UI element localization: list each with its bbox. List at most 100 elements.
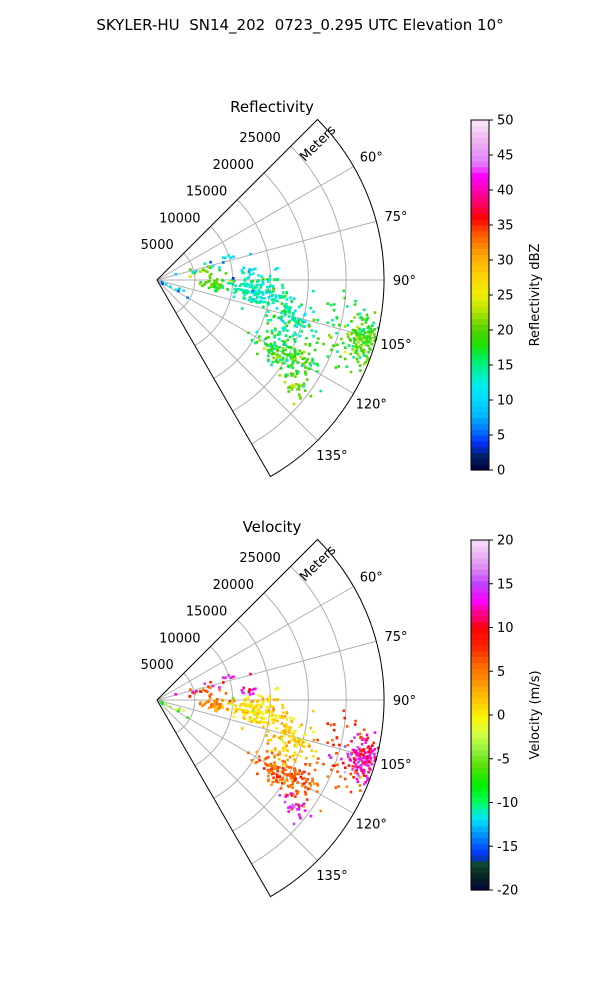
reflectivity-data-point	[276, 266, 279, 270]
reflectivity-data-point	[369, 340, 373, 344]
velocity-data-point	[329, 756, 332, 759]
velocity-data-point	[281, 776, 285, 780]
reflectivity-data-point	[329, 336, 332, 339]
reflectivity-data-point	[258, 291, 261, 294]
reflectivity-data-point	[294, 309, 297, 313]
reflectivity-colorbar-segment	[471, 464, 489, 471]
reflectivity-data-point	[221, 284, 224, 288]
velocity-data-point	[367, 745, 371, 748]
reflectivity-data-point	[199, 280, 202, 284]
reflectivity-data-point	[209, 266, 212, 270]
velocity-data-point	[364, 781, 367, 784]
reflectivity-data-point	[224, 256, 227, 260]
velocity-data-point	[313, 782, 316, 785]
velocity-data-point	[229, 676, 233, 679]
velocity-data-point	[276, 780, 280, 784]
reflectivity-data-point	[364, 321, 368, 324]
velocity-data-point	[218, 706, 222, 709]
velocity-colorbar-segment	[471, 802, 489, 809]
velocity-data-point	[265, 764, 269, 767]
reflectivity-data-point	[207, 286, 211, 290]
reflectivity-colorbar-segment	[471, 417, 489, 424]
reflectivity-data-point	[278, 330, 281, 334]
velocity-data-point	[294, 777, 297, 780]
velocity-data-point	[278, 794, 282, 797]
velocity-data-point	[248, 693, 252, 696]
velocity-data-point	[273, 763, 276, 767]
velocity-data-point	[272, 772, 276, 775]
reflectivity-data-point	[373, 339, 377, 343]
reflectivity-colorbar-segment	[471, 137, 489, 144]
reflectivity-data-point	[266, 289, 270, 292]
reflectivity-data-point	[362, 328, 366, 331]
reflectivity-data-point	[208, 276, 212, 280]
velocity-data-point	[332, 743, 335, 747]
velocity-data-point	[308, 745, 311, 748]
reflectivity-colorbar-segment	[471, 242, 489, 249]
reflectivity-data-point	[247, 298, 251, 302]
velocity-data-point	[258, 703, 261, 707]
velocity-data-point	[283, 733, 287, 737]
reflectivity-data-point	[278, 316, 281, 320]
reflectivity-data-point	[372, 321, 375, 325]
velocity-data-point	[307, 743, 311, 746]
velocity-data-point	[290, 772, 293, 776]
velocity-data-point	[291, 734, 295, 738]
reflectivity-azimuth-tick-label: 105°	[380, 338, 411, 353]
velocity-data-point	[266, 721, 270, 725]
reflectivity-data-point	[344, 357, 347, 361]
velocity-data-point	[177, 709, 180, 713]
reflectivity-data-point	[267, 285, 270, 289]
reflectivity-data-point	[284, 375, 287, 378]
velocity-data-point	[322, 762, 325, 766]
reflectivity-data-point	[276, 355, 279, 358]
reflectivity-data-point	[297, 388, 301, 391]
reflectivity-data-point	[265, 336, 268, 340]
velocity-data-point	[272, 708, 275, 711]
velocity-data-point	[232, 675, 235, 679]
velocity-data-point	[296, 781, 299, 784]
reflectivity-data-point	[305, 360, 308, 363]
reflectivity-data-point	[292, 297, 296, 300]
velocity-data-point	[293, 767, 296, 770]
velocity-data-point	[260, 703, 263, 707]
velocity-data-point	[288, 773, 291, 776]
reflectivity-colorbar-tick-label: 35	[497, 219, 514, 234]
velocity-data-point	[370, 762, 374, 766]
reflectivity-data-point	[242, 282, 246, 286]
velocity-data-point	[208, 696, 212, 700]
velocity-data-point	[309, 814, 313, 818]
reflectivity-data-point	[293, 340, 297, 343]
velocity-data-point	[350, 740, 353, 743]
reflectivity-range-tick-label: 5000	[141, 238, 174, 253]
velocity-data-point	[326, 722, 329, 725]
velocity-data-point	[297, 738, 301, 742]
reflectivity-data-point	[343, 351, 347, 354]
reflectivity-data-point	[292, 402, 296, 406]
reflectivity-range-ring	[251, 145, 347, 445]
reflectivity-data-point	[254, 289, 257, 293]
velocity-data-point	[310, 749, 314, 752]
reflectivity-data-point	[240, 282, 243, 286]
reflectivity-data-point	[328, 334, 331, 337]
velocity-colorbar-label: Velocity (m/s)	[528, 670, 543, 759]
velocity-data-point	[360, 769, 363, 773]
velocity-data-point	[213, 699, 216, 703]
velocity-data-point	[250, 700, 253, 704]
velocity-data-point	[241, 727, 244, 730]
reflectivity-data-point	[342, 289, 346, 293]
reflectivity-colorbar-segment	[471, 382, 489, 389]
reflectivity-data-point	[283, 295, 287, 298]
reflectivity-data-point	[276, 333, 280, 337]
velocity-data-point	[366, 776, 370, 780]
reflectivity-azimuth-tick-label: 75°	[384, 210, 407, 225]
velocity-data-point	[265, 711, 268, 714]
reflectivity-data-point	[352, 337, 356, 340]
reflectivity-colorbar-tick-label: 15	[497, 359, 514, 374]
velocity-data-point	[367, 750, 371, 754]
velocity-data-point	[365, 733, 369, 737]
velocity-data-point	[360, 738, 364, 741]
reflectivity-data-point	[263, 297, 266, 300]
velocity-data-point	[272, 721, 275, 724]
reflectivity-data-point	[209, 260, 212, 264]
